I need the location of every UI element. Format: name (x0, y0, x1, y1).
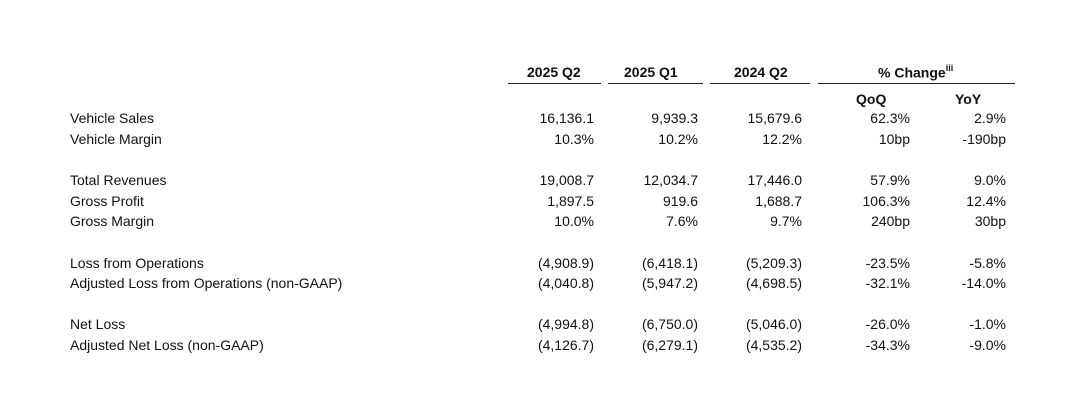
header-percent-change: % Changeiii (878, 63, 954, 81)
table-row: Gross Margin 10.0% 7.6% 9.7% 240bp 30bp (0, 213, 1080, 231)
value-yoy: 30bp (974, 213, 1006, 229)
percent-change-label: % Change (878, 64, 946, 81)
value-qoq: 10bp (878, 131, 910, 147)
value-yoy: 2.9% (974, 110, 1006, 126)
value-2025-q2: 16,136.1 (539, 110, 595, 126)
value-qoq: 57.9% (870, 172, 910, 188)
value-2025-q1: 919.6 (662, 193, 698, 209)
value-yoy: -9.0% (969, 337, 1006, 353)
row-label: Net Loss (70, 316, 126, 332)
value-qoq: 62.3% (870, 110, 910, 126)
value-yoy: 12.4% (966, 193, 1006, 209)
value-2024-q2: 12.2% (762, 131, 802, 147)
value-qoq: -32.1% (865, 275, 910, 291)
row-label: Vehicle Margin (70, 131, 162, 147)
header-2025-q1: 2025 Q1 (624, 64, 678, 80)
header-2025-q2: 2025 Q2 (527, 64, 581, 80)
row-label: Adjusted Net Loss (non-GAAP) (70, 337, 264, 353)
value-2024-q2: (4,698.5) (745, 275, 802, 291)
value-yoy: -1.0% (969, 316, 1006, 332)
value-2024-q2: (5,209.3) (745, 255, 802, 271)
header-rule-2024-q2 (710, 83, 810, 84)
table-row: Adjusted Loss from Operations (non-GAAP)… (0, 275, 1080, 293)
row-label: Gross Profit (70, 193, 144, 209)
value-2025-q1: (6,750.0) (641, 316, 698, 332)
header-yoy: YoY (955, 91, 982, 107)
value-2025-q2: 10.3% (554, 131, 594, 147)
header-2024-q2: 2024 Q2 (734, 64, 788, 80)
header-rule-percent-change (818, 83, 1015, 84)
table-row: Vehicle Sales 16,136.1 9,939.3 15,679.6 … (0, 110, 1080, 128)
value-2024-q2: 1,688.7 (755, 193, 802, 209)
value-2025-q1: (6,418.1) (641, 255, 698, 271)
row-label: Adjusted Loss from Operations (non-GAAP) (70, 275, 343, 291)
value-2024-q2: 15,679.6 (747, 110, 803, 126)
percent-change-footnote: iii (945, 63, 954, 73)
value-2025-q2: 1,897.5 (547, 193, 594, 209)
value-yoy: -5.8% (969, 255, 1006, 271)
row-label: Total Revenues (70, 172, 167, 188)
value-2025-q2: 19,008.7 (539, 172, 595, 188)
table-row: Net Loss (4,994.8) (6,750.0) (5,046.0) -… (0, 316, 1080, 334)
row-label: Gross Margin (70, 213, 155, 229)
header-rule-2025-q2 (508, 83, 601, 84)
value-2024-q2: 17,446.0 (747, 172, 803, 188)
value-2024-q2: 9.7% (770, 213, 802, 229)
value-qoq: 106.3% (862, 193, 910, 209)
value-2025-q2: (4,040.8) (537, 275, 594, 291)
value-qoq: -26.0% (865, 316, 910, 332)
value-2024-q2: (5,046.0) (745, 316, 802, 332)
value-yoy: 9.0% (974, 172, 1006, 188)
header-rule-2025-q1 (608, 83, 703, 84)
value-2024-q2: (4,535.2) (745, 337, 802, 353)
row-label: Loss from Operations (70, 255, 204, 271)
table-row: Adjusted Net Loss (non-GAAP) (4,126.7) (… (0, 337, 1080, 355)
value-2025-q2: (4,994.8) (537, 316, 594, 332)
value-qoq: -23.5% (865, 255, 910, 271)
value-2025-q1: 12,034.7 (643, 172, 699, 188)
value-yoy: -14.0% (961, 275, 1006, 291)
value-2025-q2: 10.0% (554, 213, 594, 229)
value-2025-q1: 9,939.3 (651, 110, 698, 126)
value-2025-q2: (4,908.9) (537, 255, 594, 271)
value-2025-q1: 7.6% (666, 213, 698, 229)
value-qoq: 240bp (871, 213, 910, 229)
header-qoq: QoQ (856, 91, 887, 107)
table-row: Gross Profit 1,897.5 919.6 1,688.7 106.3… (0, 193, 1080, 211)
table-row: Total Revenues 19,008.7 12,034.7 17,446.… (0, 172, 1080, 190)
row-label: Vehicle Sales (70, 110, 155, 126)
table-row: Loss from Operations (4,908.9) (6,418.1)… (0, 255, 1080, 273)
value-qoq: -34.3% (865, 337, 910, 353)
value-2025-q1: (6,279.1) (641, 337, 698, 353)
table-row: Vehicle Margin 10.3% 10.2% 12.2% 10bp -1… (0, 131, 1080, 149)
value-2025-q1: 10.2% (658, 131, 698, 147)
value-yoy: -190bp (962, 131, 1006, 147)
value-2025-q2: (4,126.7) (537, 337, 594, 353)
value-2025-q1: (5,947.2) (641, 275, 698, 291)
